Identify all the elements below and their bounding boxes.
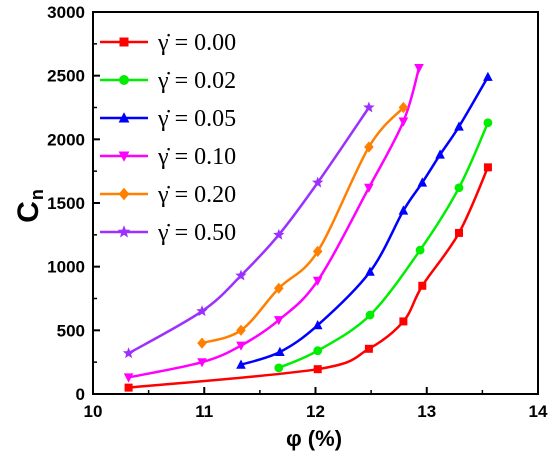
legend-label: γ̇ = 0.00: [157, 30, 236, 56]
data-point: [118, 187, 130, 201]
data-point: [417, 177, 428, 187]
data-point: [398, 101, 409, 114]
legend-item: γ̇ = 0.05: [100, 106, 236, 132]
data-point: [313, 365, 322, 374]
data-point: [274, 363, 284, 373]
data-point: [274, 282, 284, 294]
data-point: [365, 310, 375, 320]
data-point: [273, 228, 285, 240]
y-axis-title: Cn: [12, 189, 47, 223]
data-point: [124, 383, 133, 392]
data-point: [398, 205, 409, 215]
series: [236, 71, 493, 369]
legend-label: γ̇ = 0.20: [157, 182, 236, 208]
legend-label: γ̇ = 0.10: [157, 144, 236, 170]
series-layer: [122, 64, 493, 392]
data-point: [415, 245, 425, 255]
legend-item: γ̇ = 0.00: [100, 30, 236, 56]
legend-label: γ̇ = 0.02: [157, 68, 236, 94]
data-point: [235, 269, 247, 281]
data-point: [454, 121, 464, 131]
x-tick-label: 10: [84, 402, 103, 421]
svg-text:Cn: Cn: [12, 189, 47, 223]
data-point: [197, 358, 207, 368]
data-point: [236, 324, 246, 336]
legend-label: γ̇ = 0.50: [157, 220, 236, 246]
legend-item: γ̇ = 0.50: [100, 220, 236, 246]
data-point: [274, 316, 284, 326]
series-line: [128, 67, 421, 379]
data-point: [236, 341, 246, 351]
legend-item: γ̇ = 0.10: [100, 144, 236, 170]
y-tick-label: 0: [76, 385, 85, 404]
data-point: [119, 75, 129, 85]
y-tick-label: 1500: [47, 194, 85, 213]
series: [123, 64, 424, 383]
data-point: [399, 317, 408, 326]
x-tick-label: 13: [417, 402, 436, 421]
data-point: [118, 151, 130, 162]
legend-item: γ̇ = 0.02: [100, 68, 236, 94]
data-point: [312, 176, 324, 188]
data-point: [312, 320, 323, 330]
data-point: [364, 183, 374, 193]
data-point: [123, 373, 134, 383]
y-axis-title-sub: n: [27, 189, 47, 200]
legend-item: γ̇ = 0.20: [100, 182, 236, 208]
y-tick-label: 1000: [47, 258, 85, 277]
legend-label: γ̇ = 0.05: [157, 106, 236, 132]
series: [122, 101, 375, 359]
data-point: [414, 64, 424, 74]
data-point: [483, 71, 493, 81]
data-point: [122, 347, 135, 359]
data-point: [313, 346, 323, 356]
legend: γ̇ = 0.00 γ̇ = 0.02 γ̇ = 0.05 γ̇ = 0.10 γ̇ =…: [100, 30, 236, 246]
series: [197, 101, 409, 349]
x-tick-label: 11: [195, 402, 213, 421]
data-point: [365, 266, 375, 276]
data-point: [364, 344, 373, 353]
x-tick-label: 12: [306, 402, 325, 421]
data-point: [454, 183, 464, 193]
series-line: [127, 106, 370, 355]
data-point: [236, 359, 246, 369]
series: [274, 118, 493, 373]
data-point: [435, 149, 445, 159]
data-point: [117, 225, 131, 238]
y-tick-label: 500: [57, 321, 85, 340]
y-tick-label: 2000: [47, 130, 85, 149]
data-point: [119, 37, 129, 47]
data-point: [364, 141, 374, 153]
x-tick-label: 14: [529, 402, 548, 421]
series: [124, 163, 492, 392]
data-point: [483, 118, 493, 128]
data-point: [483, 163, 492, 172]
y-axis-title-main: C: [12, 201, 45, 223]
data-point: [275, 346, 285, 356]
y-tick-label: 2500: [47, 67, 85, 86]
data-point: [196, 305, 208, 317]
data-point: [118, 112, 130, 123]
y-tick-label: 3000: [47, 3, 85, 22]
data-point: [418, 281, 427, 290]
data-point: [312, 276, 323, 286]
data-point: [455, 228, 464, 237]
axis-layer: 10 11 12 13 14 0 500 1000 1500 2000 2500 3000: [47, 3, 548, 421]
data-point: [312, 245, 323, 257]
data-point: [197, 337, 207, 349]
x-axis-title: φ (%): [286, 426, 342, 451]
data-point: [363, 101, 375, 113]
data-point: [398, 117, 409, 127]
